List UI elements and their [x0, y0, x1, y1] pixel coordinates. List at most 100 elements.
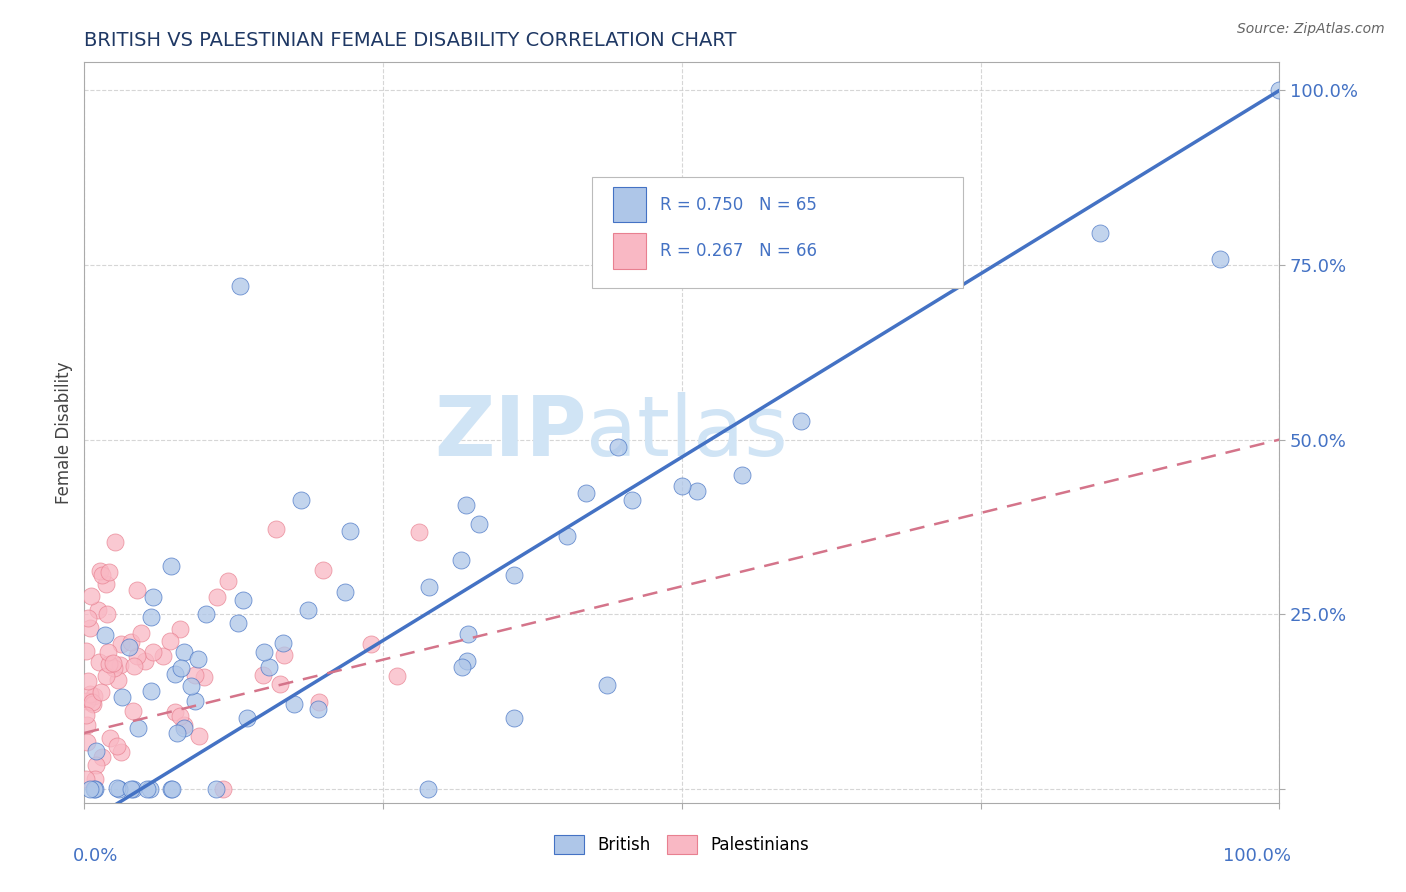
- Point: [89, 564, 111, 578]
- Point: [83, 781, 105, 796]
- Point: [408, 525, 430, 540]
- Point: [232, 592, 254, 607]
- Text: ZIP: ZIP: [434, 392, 586, 473]
- Point: [290, 492, 312, 507]
- Point: [90, 568, 112, 582]
- Point: [139, 683, 162, 698]
- Point: [450, 553, 472, 567]
- Point: [84, 743, 107, 757]
- Point: [83, 690, 105, 704]
- Point: [169, 708, 191, 723]
- Point: [503, 711, 526, 725]
- Point: [596, 678, 619, 692]
- Point: [169, 622, 191, 636]
- Point: [94, 668, 117, 682]
- Point: [129, 626, 152, 640]
- Point: [180, 679, 202, 693]
- Point: [141, 610, 163, 624]
- Point: [84, 781, 107, 796]
- Point: [195, 607, 218, 621]
- Point: [1090, 226, 1112, 240]
- Point: [94, 628, 117, 642]
- Point: [264, 522, 287, 536]
- Point: [98, 657, 121, 671]
- Point: [229, 279, 252, 293]
- Point: [159, 634, 181, 648]
- Point: [790, 414, 813, 428]
- Point: [163, 666, 186, 681]
- Point: [217, 574, 239, 588]
- Point: [418, 781, 440, 796]
- Point: [283, 698, 305, 712]
- Point: [107, 739, 129, 753]
- Point: [100, 731, 122, 745]
- Point: [80, 696, 103, 710]
- Point: [1209, 252, 1232, 266]
- Point: [90, 750, 112, 764]
- Text: 0.0%: 0.0%: [73, 847, 118, 865]
- Point: [184, 694, 207, 708]
- Point: [75, 708, 97, 723]
- Point: [75, 644, 97, 658]
- Point: [187, 652, 209, 666]
- Point: [686, 483, 709, 498]
- Point: [87, 603, 110, 617]
- Point: [122, 781, 145, 796]
- Point: [252, 668, 274, 682]
- Point: [257, 659, 280, 673]
- Point: [90, 684, 112, 698]
- Point: [97, 645, 120, 659]
- Point: [671, 479, 693, 493]
- Point: [87, 656, 110, 670]
- Point: [173, 721, 195, 735]
- Point: [335, 585, 357, 599]
- Point: [76, 717, 98, 731]
- Point: [80, 590, 103, 604]
- Point: [79, 687, 101, 701]
- Point: [1268, 83, 1291, 97]
- Point: [184, 668, 207, 682]
- Text: 100.0%: 100.0%: [1223, 847, 1292, 865]
- Point: [273, 636, 295, 650]
- Point: [125, 648, 148, 663]
- Point: [170, 661, 193, 675]
- Point: [111, 690, 134, 705]
- Point: [253, 645, 276, 659]
- FancyBboxPatch shape: [613, 186, 647, 222]
- Point: [339, 524, 361, 538]
- Text: R = 0.267   N = 66: R = 0.267 N = 66: [661, 243, 817, 260]
- Point: [103, 661, 125, 675]
- Point: [138, 781, 160, 796]
- Point: [173, 717, 195, 731]
- Point: [205, 591, 228, 605]
- Point: [104, 535, 127, 549]
- Point: [454, 498, 477, 512]
- Point: [418, 580, 440, 594]
- Point: [731, 468, 754, 483]
- Point: [385, 668, 408, 682]
- Point: [79, 781, 101, 796]
- Point: [236, 710, 259, 724]
- Point: [205, 781, 228, 796]
- FancyBboxPatch shape: [613, 234, 647, 269]
- Point: [98, 565, 121, 579]
- Point: [77, 611, 100, 625]
- Point: [134, 654, 156, 668]
- Point: [110, 746, 132, 760]
- Point: [120, 635, 142, 649]
- Legend: British, Palestinians: British, Palestinians: [547, 829, 817, 861]
- Point: [606, 440, 628, 454]
- Point: [451, 660, 474, 674]
- Point: [107, 781, 129, 796]
- Point: [360, 637, 382, 651]
- Point: [297, 603, 319, 617]
- Point: [77, 673, 100, 688]
- Point: [163, 705, 186, 719]
- Point: [135, 781, 157, 796]
- Text: R = 0.750   N = 65: R = 0.750 N = 65: [661, 195, 817, 213]
- Point: [160, 559, 183, 574]
- Point: [96, 607, 118, 621]
- Point: [101, 656, 124, 670]
- Point: [457, 626, 479, 640]
- Point: [456, 654, 478, 668]
